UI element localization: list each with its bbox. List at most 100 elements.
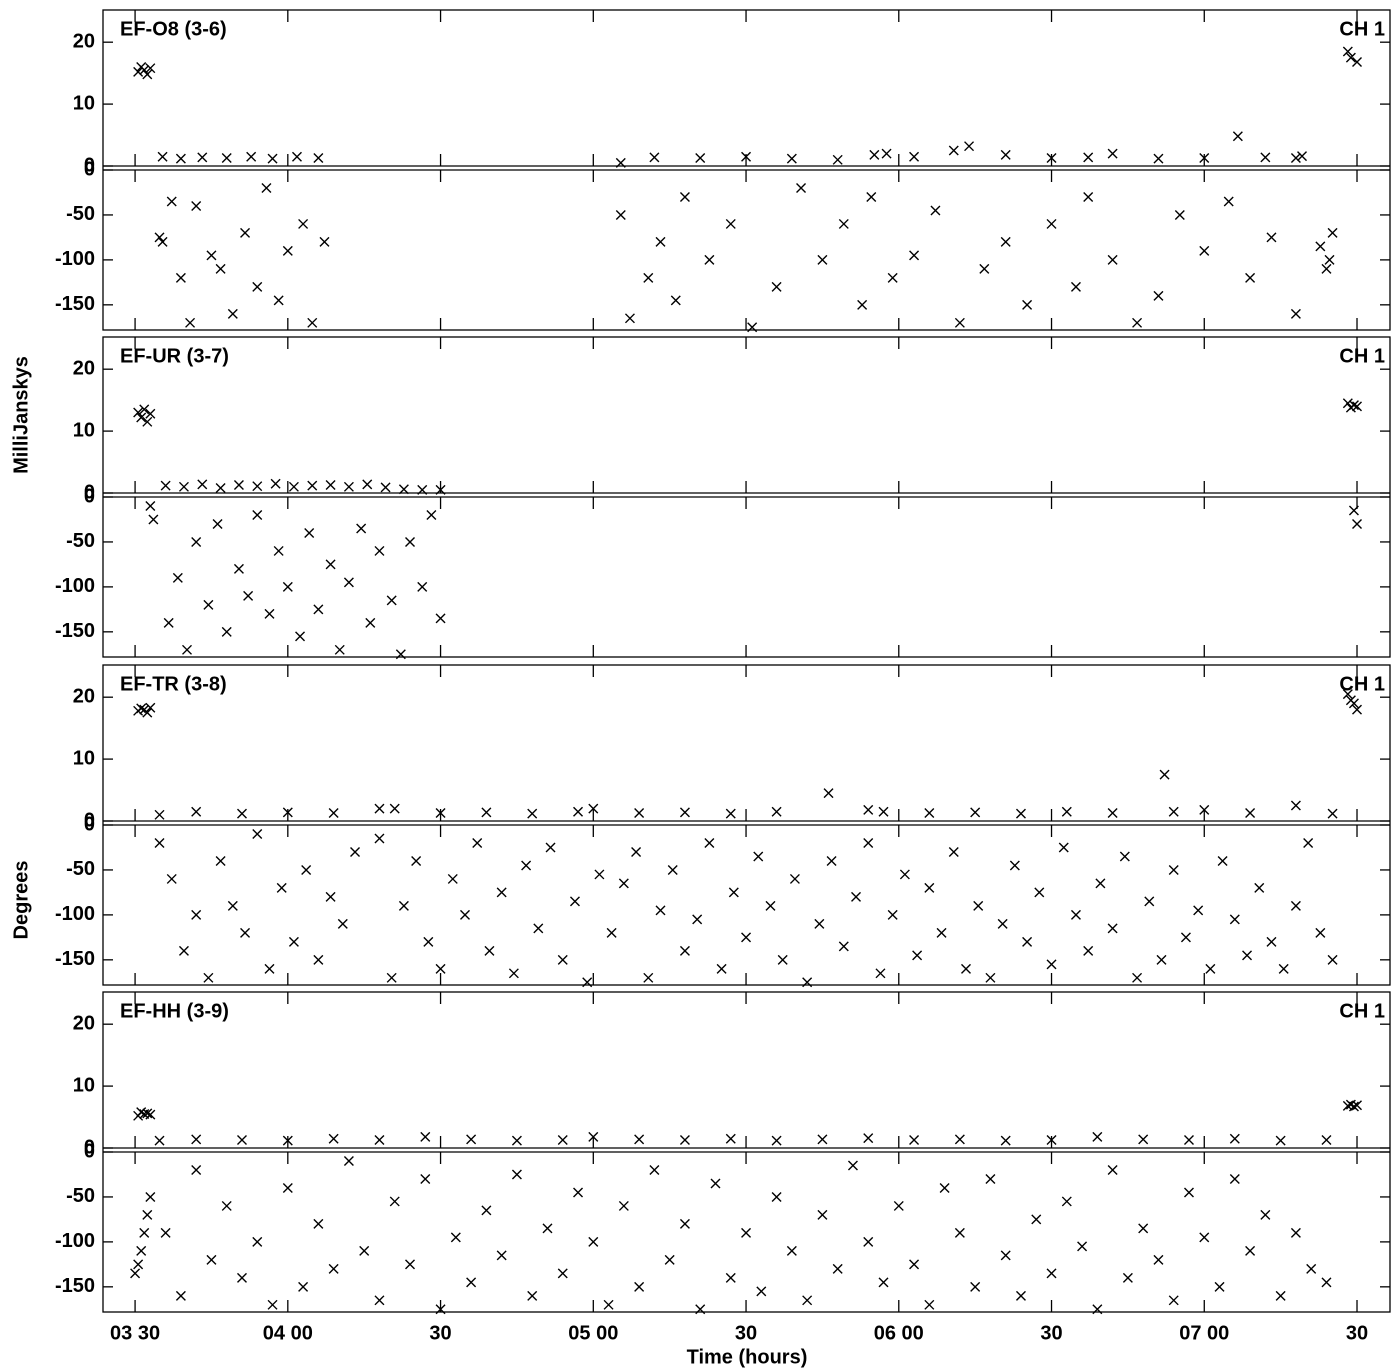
data-point	[191, 1134, 202, 1145]
data-point	[771, 281, 782, 292]
y-axis-label: MilliJanskys	[10, 356, 32, 474]
data-point	[765, 900, 776, 911]
data-point	[924, 807, 935, 818]
data-point	[288, 936, 299, 947]
x-tick-label: 30	[429, 1322, 451, 1344]
data-point	[319, 236, 330, 247]
data-point	[771, 806, 782, 817]
data-point	[398, 484, 409, 495]
data-point	[1290, 800, 1301, 811]
data-point	[603, 1299, 614, 1310]
data-point	[716, 963, 727, 974]
data-point	[1275, 1290, 1286, 1301]
y2-tick-label: 0	[84, 1140, 95, 1162]
data-point	[1156, 954, 1167, 965]
data-point	[1290, 152, 1301, 163]
data-point	[267, 153, 278, 164]
data-point	[389, 1196, 400, 1207]
data-point	[386, 595, 397, 606]
data-point	[191, 536, 202, 547]
data-point	[899, 869, 910, 880]
data-point	[374, 803, 385, 814]
data-point	[1070, 909, 1081, 920]
data-point	[588, 1131, 599, 1142]
y2-tick-label: -50	[66, 1185, 95, 1207]
data-point	[221, 152, 232, 163]
data-point	[997, 918, 1008, 929]
data-point	[1290, 900, 1301, 911]
data-point	[1015, 1290, 1026, 1301]
data-point	[521, 860, 532, 871]
data-point	[350, 846, 361, 857]
data-point	[1107, 1164, 1118, 1175]
data-point	[741, 151, 752, 162]
data-point	[1153, 290, 1164, 301]
data-point	[569, 896, 580, 907]
data-point	[154, 1135, 165, 1146]
data-point	[185, 317, 196, 328]
data-point	[206, 1254, 217, 1265]
data-point	[237, 808, 247, 819]
data-point	[964, 141, 975, 152]
y-tick-label: 20	[73, 1012, 95, 1034]
data-point	[679, 1218, 690, 1229]
data-point	[851, 891, 862, 902]
data-point	[1083, 191, 1094, 202]
data-point	[313, 152, 324, 163]
data-point	[1168, 864, 1179, 875]
data-point	[295, 631, 306, 642]
data-point	[725, 808, 736, 819]
data-point	[466, 1134, 477, 1145]
data-point	[777, 954, 788, 965]
y2-tick-label: -50	[66, 530, 95, 552]
data-point	[1092, 1304, 1103, 1315]
data-point	[1083, 152, 1094, 163]
data-point	[191, 806, 202, 817]
data-point	[282, 245, 293, 256]
data-point	[1015, 808, 1026, 819]
y-tick-label: 10	[73, 747, 95, 769]
data-point	[1046, 1268, 1057, 1279]
data-point	[145, 408, 156, 419]
data-point	[133, 407, 144, 418]
data-point	[741, 932, 752, 943]
x-tick-label: 30	[735, 1322, 757, 1344]
data-point	[447, 873, 458, 884]
data-point	[145, 702, 156, 713]
data-point	[472, 837, 483, 848]
data-point	[1321, 1277, 1332, 1288]
data-point	[178, 945, 189, 956]
data-point	[930, 205, 941, 216]
data-point	[533, 923, 544, 934]
data-point	[866, 191, 877, 202]
data-point	[145, 63, 156, 74]
data-point	[417, 484, 428, 495]
data-point	[142, 707, 153, 718]
data-point	[725, 218, 736, 229]
data-point	[343, 481, 354, 492]
data-point	[282, 1135, 293, 1146]
data-point	[276, 882, 287, 893]
data-point	[979, 263, 990, 274]
data-point	[1352, 57, 1363, 67]
data-point	[1000, 149, 1011, 160]
data-point	[863, 837, 874, 848]
data-point	[1153, 153, 1164, 164]
data-point	[704, 254, 715, 265]
data-point	[973, 900, 984, 911]
y2-tick-label: -100	[55, 575, 95, 597]
data-point	[695, 152, 706, 163]
data-point	[435, 1304, 446, 1315]
data-point	[325, 891, 336, 902]
data-point	[1245, 1245, 1256, 1256]
data-point	[273, 545, 284, 556]
data-point	[139, 1227, 150, 1238]
y2-axis-label: Degrees	[10, 861, 32, 940]
data-point	[160, 480, 171, 491]
data-point	[1348, 1101, 1359, 1112]
data-point	[817, 1209, 828, 1220]
data-point	[240, 227, 251, 238]
data-point	[1254, 882, 1265, 893]
data-point	[325, 479, 336, 490]
data-point	[426, 509, 437, 520]
